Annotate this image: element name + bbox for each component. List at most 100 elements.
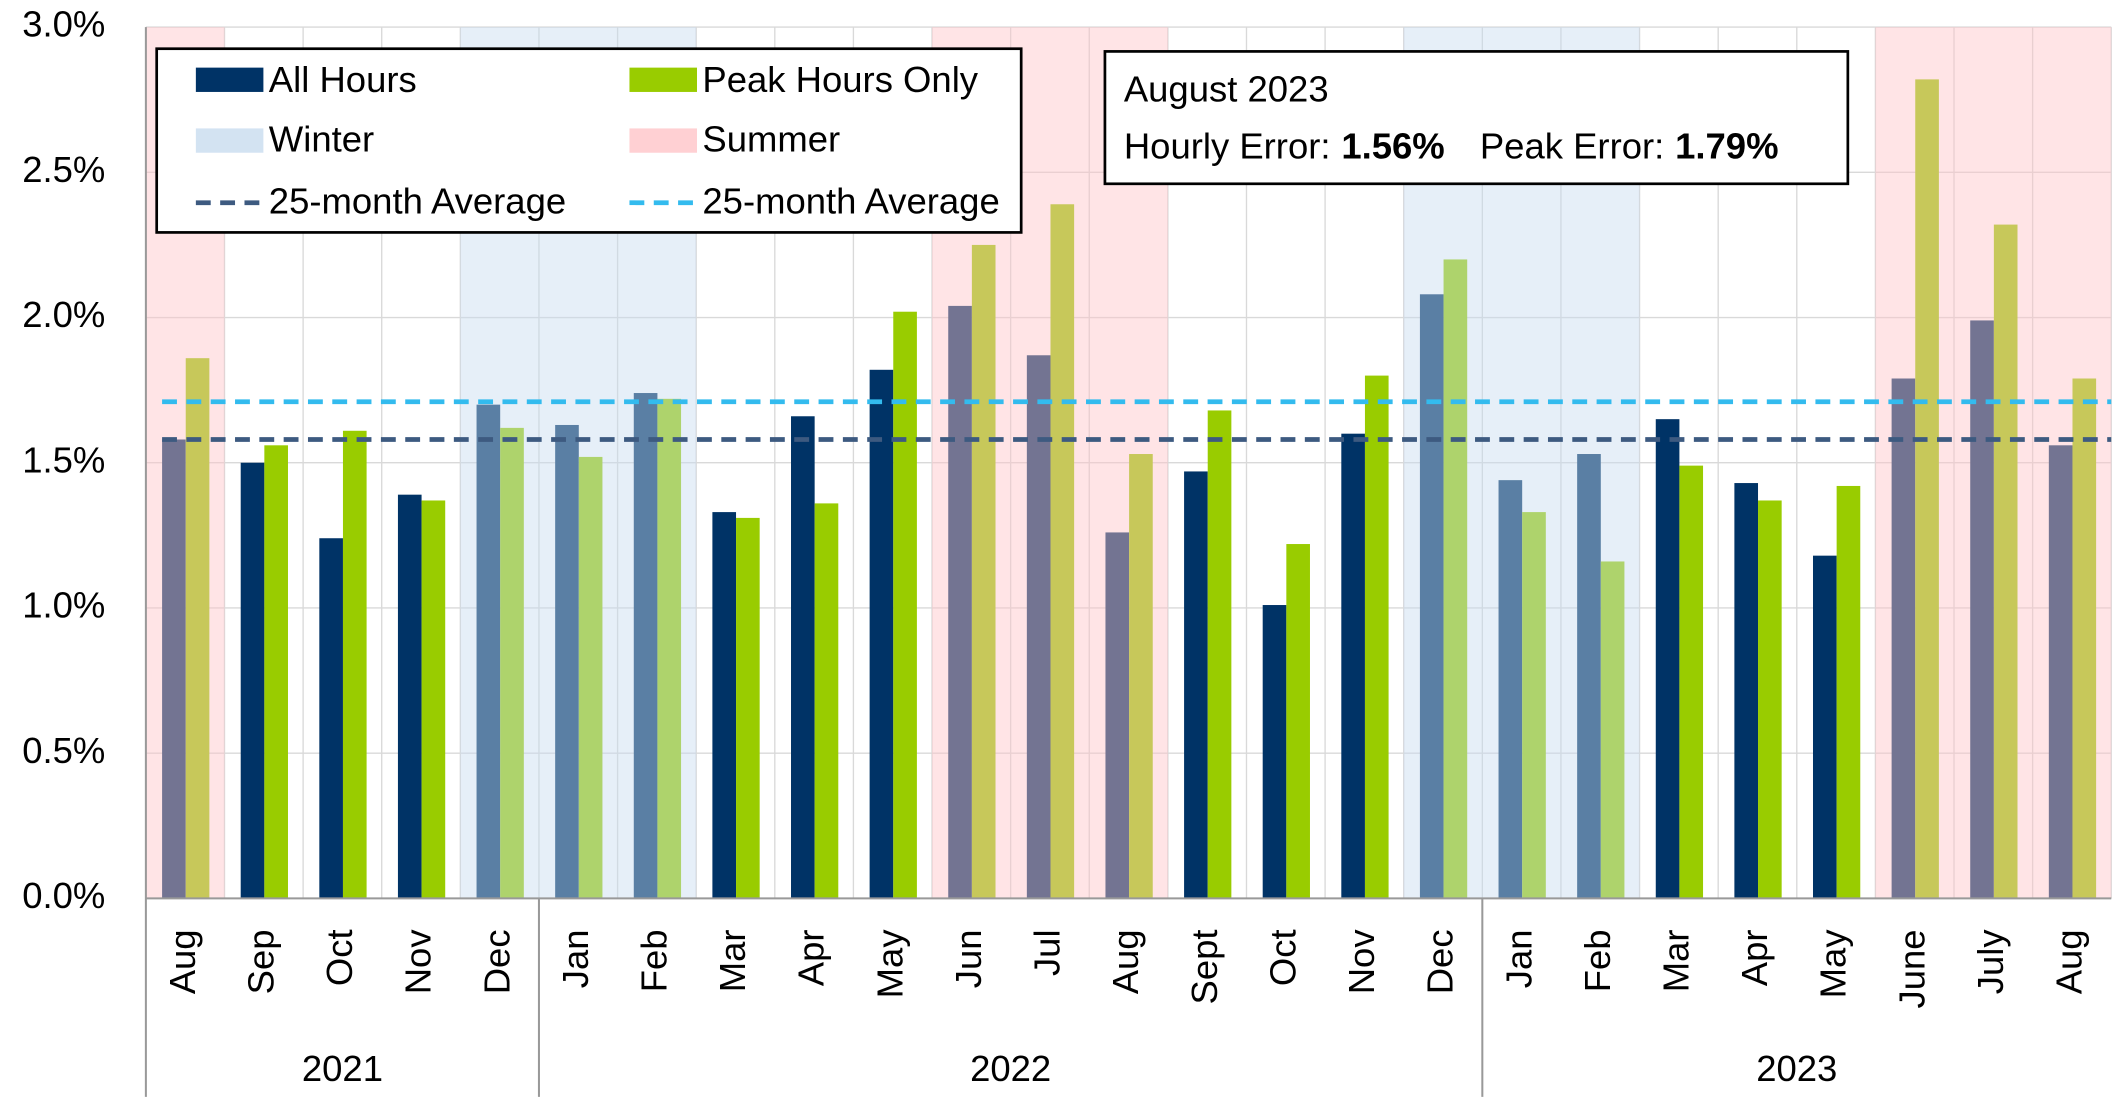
legend-label: All Hours xyxy=(269,59,417,100)
bar xyxy=(1891,378,1916,899)
bar xyxy=(1734,483,1759,899)
season-band xyxy=(1875,27,1955,899)
bar xyxy=(1050,204,1075,899)
x-tick-label: Jun xyxy=(948,929,989,988)
bar xyxy=(1836,485,1861,899)
bar xyxy=(1443,259,1468,899)
legend-swatch xyxy=(629,67,697,92)
bar xyxy=(633,393,658,899)
annotation-title: August 2023 xyxy=(1124,69,1329,110)
bar xyxy=(162,439,186,899)
legend-box xyxy=(155,47,1023,234)
annotation-box xyxy=(1103,50,1850,186)
bar xyxy=(342,430,367,899)
bar xyxy=(264,445,288,899)
x-tick-label: Apr xyxy=(791,929,832,986)
x-tick-label: Jul xyxy=(1027,929,1068,976)
x-tick-label: Mar xyxy=(712,929,753,992)
legend-swatch xyxy=(195,67,264,92)
bar xyxy=(1679,465,1704,899)
season-band xyxy=(1954,27,2033,899)
bar xyxy=(1026,355,1051,899)
bar xyxy=(893,311,917,899)
bar xyxy=(1577,454,1601,899)
bar xyxy=(421,500,446,899)
annotation-hourly-label: Hourly Error: xyxy=(1124,125,1331,166)
bar xyxy=(1812,555,1837,899)
legend-label: Peak Hours Only xyxy=(702,59,978,100)
bar xyxy=(971,244,996,899)
bar xyxy=(1129,454,1153,899)
y-tick-label: 0.5% xyxy=(22,730,105,771)
bar xyxy=(397,494,422,899)
x-tick-label: Oct xyxy=(319,929,360,986)
x-tick-label: Aug xyxy=(2049,929,2090,994)
year-label: 2021 xyxy=(302,1048,383,1089)
x-tick-label: Feb xyxy=(634,929,675,992)
x-tick-label: June xyxy=(1891,929,1932,1008)
x-tick-label: Mar xyxy=(1656,929,1697,992)
legend-label: 25-month Average xyxy=(269,181,566,222)
bar xyxy=(948,305,972,899)
x-tick-label: Jan xyxy=(1498,929,1539,988)
bar xyxy=(736,517,760,899)
x-tick-label: Sept xyxy=(1184,929,1225,1004)
bar xyxy=(185,358,210,899)
x-tick-label: Dec xyxy=(476,929,517,994)
bar xyxy=(1184,471,1208,899)
bar xyxy=(555,424,579,899)
legend-swatch xyxy=(629,128,697,153)
bar xyxy=(2072,378,2097,899)
bar xyxy=(814,503,839,899)
bar xyxy=(500,427,524,899)
x-tick-label: Aug xyxy=(1105,929,1146,994)
x-tick-label: Sep xyxy=(240,929,281,994)
y-tick-label: 1.0% xyxy=(22,585,105,626)
bar xyxy=(1758,500,1782,899)
bar xyxy=(791,416,815,899)
bar xyxy=(1498,480,1523,899)
bar xyxy=(578,456,603,899)
year-label: 2023 xyxy=(1756,1048,1837,1089)
y-tick-label: 2.5% xyxy=(22,149,105,190)
bar xyxy=(1262,605,1287,899)
bar xyxy=(2048,445,2073,899)
y-tick-label: 2.0% xyxy=(22,294,105,335)
bar xyxy=(1993,224,2018,899)
bar xyxy=(1419,294,1444,899)
bar xyxy=(712,512,737,899)
x-tick-label: Feb xyxy=(1577,929,1618,992)
annotation-peak-value: 1.79% xyxy=(1675,125,1778,166)
bar xyxy=(1522,512,1546,899)
x-tick-label: Aug xyxy=(162,929,203,994)
x-tick-label: Dec xyxy=(1420,929,1461,994)
season-band xyxy=(1010,27,1090,899)
bar xyxy=(240,462,265,899)
bar xyxy=(476,404,501,899)
bar xyxy=(1207,410,1232,899)
bar xyxy=(1286,544,1310,899)
bar xyxy=(1341,433,1365,899)
x-tick-label: Oct xyxy=(1262,929,1303,986)
season-band xyxy=(2032,27,2112,899)
bar xyxy=(1970,320,1994,899)
annotation-text: Hourly Error: 1.56% Peak Error: 1.79% xyxy=(1124,125,1779,166)
legend-label: 25-month Average xyxy=(702,181,999,222)
annotation-peak-label: Peak Error: xyxy=(1480,125,1664,166)
y-tick-label: 1.5% xyxy=(22,439,105,480)
annotation-hourly-value: 1.56% xyxy=(1341,125,1444,166)
y-tick-label: 3.0% xyxy=(22,4,105,45)
bar xyxy=(1655,419,1680,899)
x-tick-label: July xyxy=(1970,929,2011,995)
year-label: 2022 xyxy=(970,1048,1051,1089)
bar xyxy=(1600,561,1625,899)
x-tick-label: May xyxy=(869,929,910,999)
bar xyxy=(1364,375,1389,899)
x-tick-label: Jan xyxy=(555,929,596,988)
bar xyxy=(657,398,682,899)
bar xyxy=(319,538,343,899)
bar xyxy=(1105,532,1130,899)
x-tick-label: May xyxy=(1813,929,1854,999)
legend-label: Summer xyxy=(702,119,840,160)
